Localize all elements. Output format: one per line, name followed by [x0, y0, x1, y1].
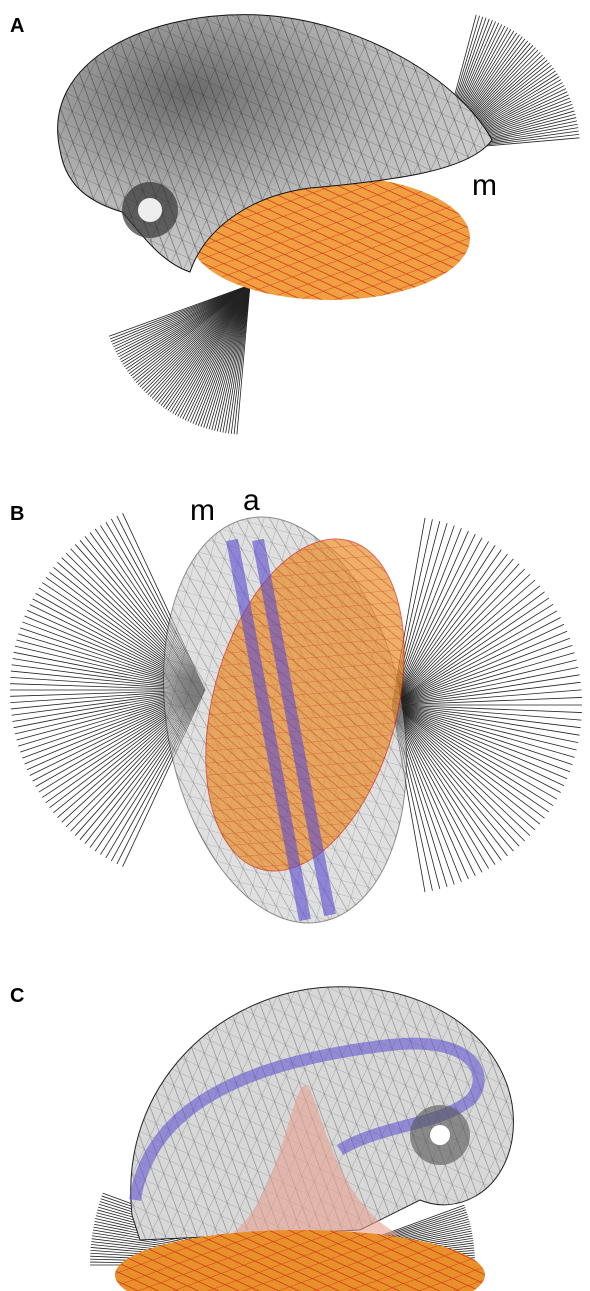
fan-line [392, 638, 570, 705]
shell-spiral-core [138, 198, 162, 222]
panel-label: A [10, 15, 24, 37]
fan-line [392, 569, 525, 705]
annotation: a [243, 484, 260, 517]
fan-line [392, 705, 581, 720]
fan-line [392, 705, 561, 793]
panel-label: C [10, 985, 24, 1007]
fan-line [392, 705, 570, 772]
panel-label: B [10, 503, 24, 525]
fan-line [392, 617, 561, 705]
figure: A m B m a C [0, 0, 590, 1291]
annotation: m [472, 169, 497, 202]
fan-line [392, 675, 580, 705]
fan-line [392, 705, 580, 735]
fan-line [392, 554, 507, 705]
shell-spiral-core [430, 1125, 450, 1145]
fan-line [392, 705, 525, 841]
annotation: m [190, 494, 215, 527]
fan-line [392, 690, 581, 705]
fan-line [392, 592, 545, 705]
fan-line [392, 705, 507, 856]
fan-line [392, 611, 557, 705]
fan-line [392, 705, 557, 799]
fan-line [392, 705, 545, 818]
